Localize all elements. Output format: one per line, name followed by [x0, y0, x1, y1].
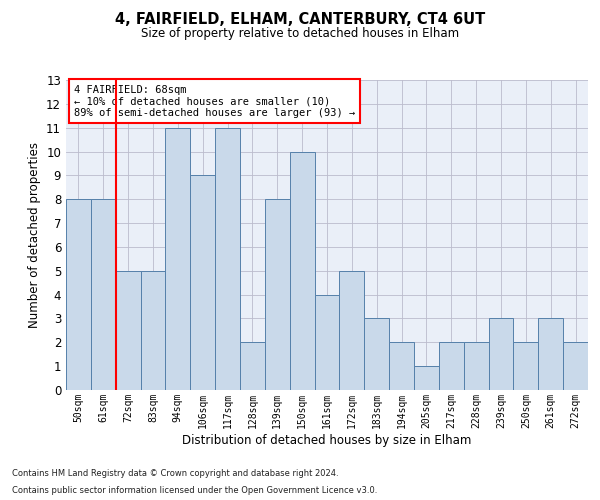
Bar: [166, 128, 190, 390]
Bar: [91, 199, 116, 390]
Bar: [488, 318, 514, 390]
Bar: [240, 342, 265, 390]
Bar: [563, 342, 588, 390]
Bar: [439, 342, 464, 390]
Bar: [190, 176, 215, 390]
Bar: [265, 199, 290, 390]
Bar: [314, 294, 340, 390]
Text: 4 FAIRFIELD: 68sqm
← 10% of detached houses are smaller (10)
89% of semi-detache: 4 FAIRFIELD: 68sqm ← 10% of detached hou…: [74, 84, 355, 118]
Bar: [414, 366, 439, 390]
Bar: [215, 128, 240, 390]
Bar: [290, 152, 314, 390]
Y-axis label: Number of detached properties: Number of detached properties: [28, 142, 41, 328]
Bar: [116, 271, 140, 390]
Text: Contains public sector information licensed under the Open Government Licence v3: Contains public sector information licen…: [12, 486, 377, 495]
Bar: [464, 342, 488, 390]
X-axis label: Distribution of detached houses by size in Elham: Distribution of detached houses by size …: [182, 434, 472, 446]
Bar: [140, 271, 166, 390]
Bar: [66, 199, 91, 390]
Text: 4, FAIRFIELD, ELHAM, CANTERBURY, CT4 6UT: 4, FAIRFIELD, ELHAM, CANTERBURY, CT4 6UT: [115, 12, 485, 28]
Text: Size of property relative to detached houses in Elham: Size of property relative to detached ho…: [141, 28, 459, 40]
Bar: [340, 271, 364, 390]
Bar: [364, 318, 389, 390]
Bar: [538, 318, 563, 390]
Bar: [389, 342, 414, 390]
Text: Contains HM Land Registry data © Crown copyright and database right 2024.: Contains HM Land Registry data © Crown c…: [12, 468, 338, 477]
Bar: [514, 342, 538, 390]
